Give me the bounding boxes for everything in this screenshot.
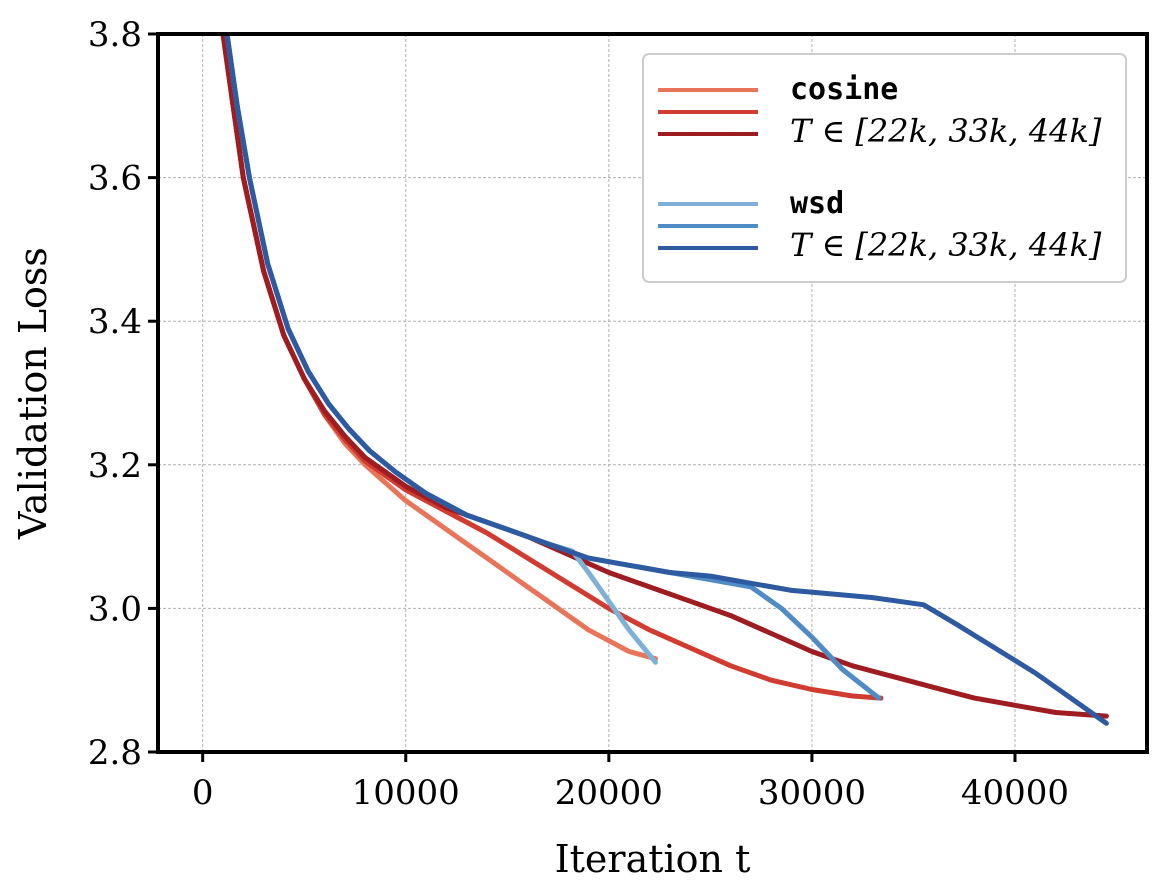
plot-frame: [156, 32, 1149, 754]
y-tick-label: 3.2: [88, 446, 142, 486]
legend-subtitle-cosine: T ∈ [22k, 33k, 44k]: [790, 112, 1102, 150]
legend-box: [642, 53, 1127, 283]
series-layer: [220, 34, 1109, 726]
x-axis-label: Iteration t: [555, 837, 751, 881]
x-tick-label: 20000: [555, 773, 663, 813]
series-line-cosine-44000: [220, 34, 1109, 719]
ticks: 0 10000 20000 30000 40000 2.8 3.0 3.2 3.4 3.6 3.8: [88, 15, 1069, 813]
x-tick-label: 0: [192, 773, 214, 813]
legend-name-wsd: wsd: [790, 186, 844, 221]
y-tick-label: 3.4: [88, 302, 142, 342]
y-tick-label: 3.6: [88, 159, 142, 199]
legend-name-cosine: cosine: [790, 72, 898, 107]
x-tick-label: 30000: [758, 773, 866, 813]
x-tick-label: 10000: [352, 773, 460, 813]
legend: cosine T ∈ [22k, 33k, 44k] wsd T ∈ [22k, 33…: [642, 53, 1127, 283]
x-tick-label: 40000: [961, 773, 1069, 813]
series-clip-group: [220, 34, 1109, 726]
y-tick-label: 3.0: [88, 589, 142, 629]
series-line-wsd-44000: [224, 34, 1109, 726]
y-axis-label: Validation Loss: [11, 247, 55, 540]
y-tick-label: 3.8: [88, 15, 142, 55]
y-tick-label: 2.8: [88, 733, 142, 773]
legend-subtitle-wsd: T ∈ [22k, 33k, 44k]: [790, 226, 1102, 264]
